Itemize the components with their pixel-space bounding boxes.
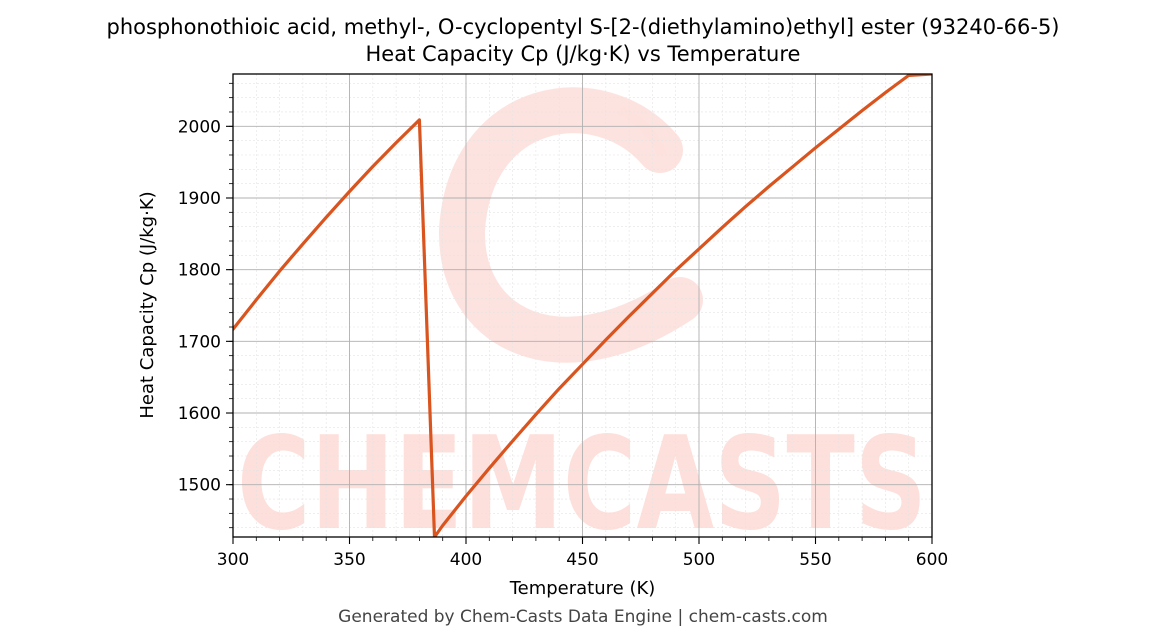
y-tick-label: 1700 <box>178 332 221 352</box>
x-axis-label: Temperature (K) <box>509 578 656 599</box>
y-tick-label: 1800 <box>178 261 221 281</box>
footer-credit: Generated by Chem-Casts Data Engine | ch… <box>338 607 828 627</box>
series-line-1 <box>233 74 932 537</box>
chart-title: phosphonothioic acid, methyl-, O-cyclope… <box>106 15 1060 39</box>
watermark-logo: CHEMCASTS <box>237 87 927 559</box>
x-tick-label: 300 <box>217 550 249 570</box>
x-tick-label: 600 <box>916 550 948 570</box>
y-tick-label: 1600 <box>178 404 221 424</box>
x-tick-label: 400 <box>450 550 482 570</box>
x-tick-label: 350 <box>333 550 365 570</box>
y-axis-label: Heat Capacity Cp (J/kg·K) <box>137 191 158 418</box>
y-tick-label: 1900 <box>178 189 221 209</box>
x-tick-label: 500 <box>683 550 715 570</box>
y-tick-label: 1500 <box>178 476 221 496</box>
x-tick-label: 550 <box>799 550 831 570</box>
chart-subtitle: Heat Capacity Cp (J/kg·K) vs Temperature <box>365 42 801 66</box>
x-tick-label: 450 <box>566 550 598 570</box>
y-tick-label: 2000 <box>178 117 221 137</box>
